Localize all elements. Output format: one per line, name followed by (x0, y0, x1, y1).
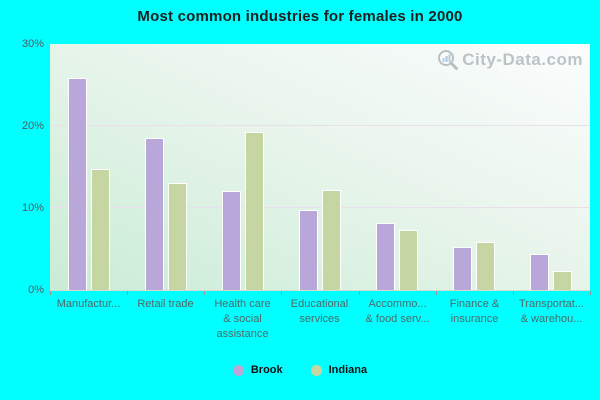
x-axis-category-label: Manufactur... (44, 297, 133, 312)
bar-indiana (245, 132, 264, 290)
bar-brook (376, 223, 395, 290)
bar-indiana (91, 169, 110, 290)
bar-brook (222, 191, 241, 290)
x-axis-category-label: Retail trade (121, 297, 210, 312)
x-axis-label-line: Transportat... (518, 298, 584, 310)
x-axis-category-label: Health care & social assistance (198, 297, 287, 342)
y-axis-tick-label: 0% (28, 284, 44, 296)
x-axis-label-line: & food serv... (365, 313, 430, 325)
x-axis-category-label: Finance & insurance (430, 297, 519, 327)
x-axis-label-line: Manufactur... (56, 298, 121, 310)
bar-indiana (399, 230, 418, 290)
citydata-magnifier-icon (437, 49, 459, 71)
bar-brook (530, 254, 549, 290)
chart-title: Most common industries for females in 20… (137, 8, 463, 25)
x-axis-tick (50, 291, 51, 295)
x-axis-tick (359, 291, 360, 295)
bar-indiana (476, 242, 495, 290)
x-axis-label-line: Accommo... (368, 298, 427, 310)
x-axis-label-line: & social (223, 313, 262, 325)
bar-brook (68, 78, 87, 290)
legend-label: Indiana (328, 364, 368, 376)
x-axis-label-line: Educational (290, 298, 349, 310)
x-axis-category-label: Educational services (275, 297, 364, 327)
x-axis-category-label: Transportat... & warehou... (507, 297, 596, 327)
y-axis-tick-label: 30% (21, 38, 44, 50)
y-axis-tick-label: 20% (21, 120, 44, 132)
legend: Brook Indiana (0, 364, 600, 376)
x-axis-tick (281, 291, 282, 295)
plot-area: City-Data.com (50, 44, 590, 291)
gridline (50, 125, 590, 126)
bar-indiana (322, 190, 341, 290)
gridline (50, 207, 590, 208)
x-axis-label-line: Health care (214, 298, 271, 310)
bar-indiana (168, 183, 187, 290)
x-axis-label-line: services (299, 313, 340, 325)
x-axis-label-line: insurance (450, 313, 499, 325)
legend-swatch-indiana (310, 364, 322, 376)
y-axis-tick-label: 10% (21, 202, 44, 214)
x-axis-tick (204, 291, 205, 295)
bar-indiana (553, 271, 572, 290)
bar-brook (299, 210, 318, 290)
x-axis-tick (590, 291, 591, 295)
x-axis-tick (127, 291, 128, 295)
legend-label: Brook (250, 364, 283, 376)
x-axis-label-line: Finance & (449, 298, 500, 310)
legend-item-indiana: Indiana (310, 364, 368, 376)
bar-brook (145, 138, 164, 290)
x-axis-label-line: assistance (216, 328, 269, 340)
citydata-watermark-text: City-Data.com (462, 50, 583, 69)
legend-item-brook: Brook (232, 364, 283, 376)
x-axis-tick (436, 291, 437, 295)
x-axis-tick (513, 291, 514, 295)
x-axis-label-line: Retail trade (137, 298, 194, 310)
x-axis-label-line: & warehou... (520, 313, 583, 325)
legend-swatch-brook (232, 364, 244, 376)
citydata-watermark: City-Data.com (437, 49, 583, 71)
x-axis-category-label: Accommo... & food serv... (353, 297, 442, 327)
bar-brook (453, 247, 472, 290)
